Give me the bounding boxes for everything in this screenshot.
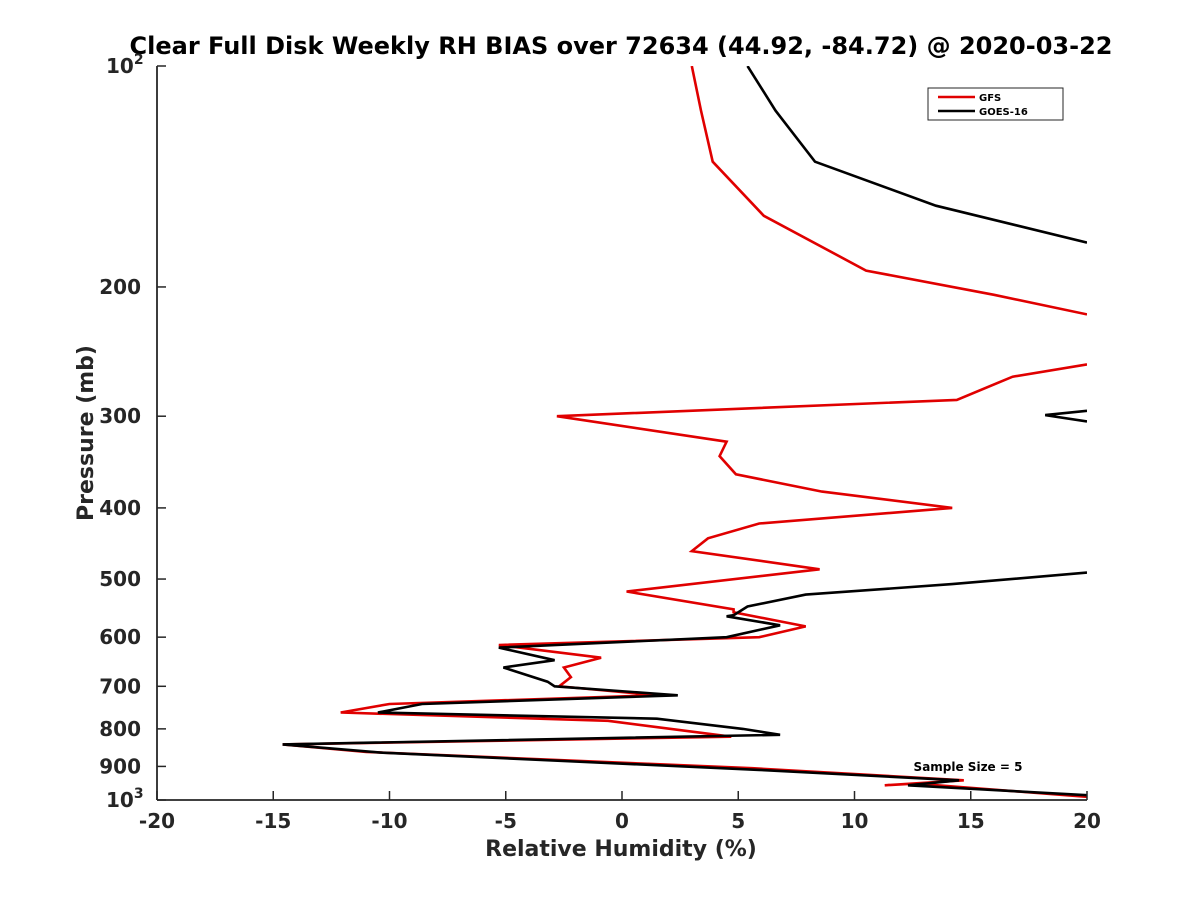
y-tick-label: 400	[99, 496, 141, 520]
legend-label-gfs: GFS	[979, 93, 1001, 104]
x-tick-label: 0	[615, 809, 629, 833]
x-tick-label: 15	[957, 809, 985, 833]
y-tick-label: 600	[99, 625, 141, 649]
axes	[156, 66, 1087, 801]
y-tick-label: 200	[99, 275, 141, 299]
y-tick-label: 800	[99, 717, 141, 741]
series-line-goes16-segment-0	[746, 66, 1087, 244]
x-tick-label: 5	[731, 809, 745, 833]
y-axis-label: Pressure (mb)	[74, 345, 99, 521]
legend-label-goes16: GOES-16	[979, 107, 1028, 118]
y-tick-label: 102	[106, 52, 144, 78]
x-tick-label: -5	[495, 809, 517, 833]
y-tick-label: 500	[99, 567, 141, 591]
x-ticks: -20 -15 -10 -5 0 5 10 15 20	[139, 791, 1101, 833]
y-tick-label: 900	[99, 754, 141, 778]
x-tick-label: -10	[371, 809, 407, 833]
x-tick-label: 10	[841, 809, 869, 833]
x-tick-label: 20	[1073, 809, 1101, 833]
x-tick-label: -15	[255, 809, 291, 833]
y-tick-label: 300	[99, 404, 141, 428]
series-line-goes16-segment-2	[282, 571, 1087, 797]
x-axis-label: Relative Humidity (%)	[485, 837, 757, 862]
x-tick-label: -20	[139, 809, 175, 833]
y-ticks: 102 200 300 400 500 600 700 800 900 103	[99, 52, 166, 812]
series-layer	[282, 66, 1087, 799]
series-line-goes16-segment-1	[1045, 409, 1087, 423]
sample-size-annotation: Sample Size = 5	[914, 760, 1023, 774]
y-tick-label: 103	[106, 786, 144, 812]
chart-title: Clear Full Disk Weekly RH BIAS over 7263…	[130, 32, 1113, 60]
y-tick-label: 700	[99, 674, 141, 698]
legend-box	[927, 87, 1064, 121]
legend: GFS GOES-16	[927, 87, 1064, 121]
series-line-gfs-segment-1	[282, 363, 1087, 799]
series-line-gfs-segment-0	[690, 66, 1087, 316]
